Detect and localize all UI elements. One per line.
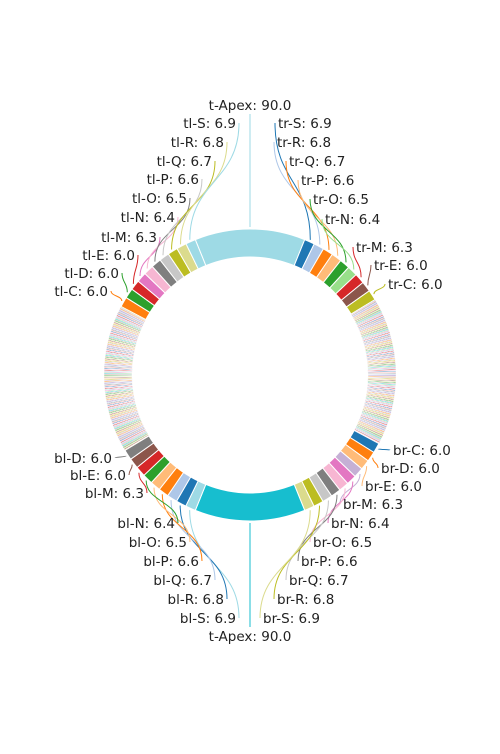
leader-line xyxy=(145,480,179,524)
leader-line xyxy=(273,505,320,600)
slice-label: tl-S: 6.9 xyxy=(183,116,236,132)
leader-line xyxy=(309,198,347,263)
slice-label: bl-O: 6.5 xyxy=(129,535,187,551)
slice-label: tr-P: 6.6 xyxy=(301,173,354,189)
leader-line xyxy=(128,464,133,476)
slice-label: br-P: 6.6 xyxy=(301,554,358,570)
leader-line xyxy=(121,272,128,293)
leader-line xyxy=(274,122,311,240)
slice-label: br-S: 6.9 xyxy=(263,611,320,627)
slice-label: tr-R: 6.8 xyxy=(277,135,331,151)
slice-label: bl-M: 6.3 xyxy=(85,486,144,502)
leader-line xyxy=(110,290,123,302)
slice-label: t-Apex: 90.0 xyxy=(209,98,292,114)
leader-line xyxy=(352,246,362,278)
slice-label: tl-P: 6.6 xyxy=(147,172,199,188)
leader-line xyxy=(373,283,386,295)
pie-slice-t-apex xyxy=(194,228,306,267)
slice-label: tr-C: 6.0 xyxy=(388,277,443,293)
slice-label: tl-D: 6.0 xyxy=(64,266,119,282)
slice-label: bl-D: 6.0 xyxy=(54,451,112,467)
leader-line xyxy=(367,264,372,286)
slice-label: tl-O: 6.5 xyxy=(132,191,187,207)
leader-line xyxy=(161,494,203,562)
leader-line xyxy=(146,216,179,269)
unlabeled-slices xyxy=(103,299,397,451)
leader-line xyxy=(132,254,139,284)
slice-label: tl-Q: 6.7 xyxy=(157,154,212,170)
leader-line xyxy=(179,505,228,600)
slice-label: tl-E: 6.0 xyxy=(82,248,135,264)
slice-label: tl-C: 6.0 xyxy=(54,284,108,300)
slice-label: tl-M: 6.3 xyxy=(101,230,157,246)
slice-label: bl-N: 6.4 xyxy=(117,516,175,532)
pie-slice-t-apex xyxy=(194,483,306,522)
leader-line xyxy=(285,160,330,250)
slice-label: bl-Q: 6.7 xyxy=(153,573,212,589)
slice-label: tr-Q: 6.7 xyxy=(289,154,345,170)
slice-label: bl-R: 6.8 xyxy=(168,592,224,608)
leader-line xyxy=(372,457,379,469)
leader-line xyxy=(321,218,355,270)
leader-line xyxy=(153,487,191,543)
leader-line xyxy=(259,510,311,619)
slice-label: tr-S: 6.9 xyxy=(278,116,332,132)
leader-line xyxy=(189,122,240,240)
leader-line xyxy=(180,141,228,245)
leader-line xyxy=(114,455,127,459)
slice-label: tr-M: 6.3 xyxy=(356,240,413,256)
leader-lines xyxy=(110,114,391,627)
slice-label: tr-O: 6.5 xyxy=(313,192,369,208)
slice-labels: t-Apex: 90.0 tr-S: 6.9 tr-R: 6.8 tr-Q: 6.7 t… xyxy=(54,98,451,645)
leader-line xyxy=(297,179,339,256)
leader-line xyxy=(361,466,368,487)
slice-label: br-Q: 6.7 xyxy=(289,573,349,589)
slice-label: br-O: 6.5 xyxy=(313,535,372,551)
slice-label: br-C: 6.0 xyxy=(393,443,451,459)
leader-line xyxy=(377,448,391,451)
slice-label: tr-E: 6.0 xyxy=(374,258,428,274)
slice-label: tl-N: 6.4 xyxy=(121,210,175,226)
leader-line xyxy=(339,473,361,505)
leader-line xyxy=(170,500,216,581)
slice-label: br-D: 6.0 xyxy=(381,461,440,477)
pie-slice-tr-c xyxy=(345,290,376,315)
slice-label: bl-S: 6.9 xyxy=(180,611,236,627)
pie-slice-tl-s xyxy=(185,238,207,270)
leader-line xyxy=(138,472,148,494)
slice-label: br-R: 6.8 xyxy=(277,592,334,608)
labeled-slices xyxy=(120,228,380,522)
leader-line xyxy=(297,494,338,562)
leader-line xyxy=(154,197,191,262)
slice-label: br-E: 6.0 xyxy=(365,479,422,495)
slice-label: br-N: 6.4 xyxy=(331,516,390,532)
slice-label: t-Apex: 90.0 xyxy=(209,629,292,645)
slice-label: tr-N: 6.4 xyxy=(325,212,380,228)
slice-label: tl-R: 6.8 xyxy=(171,135,224,151)
slice-label: bl-P: 6.6 xyxy=(143,554,199,570)
pie-slice-bl-d xyxy=(124,435,155,460)
slice-label: bl-E: 6.0 xyxy=(70,468,126,484)
slice-label: br-M: 6.3 xyxy=(343,497,403,513)
